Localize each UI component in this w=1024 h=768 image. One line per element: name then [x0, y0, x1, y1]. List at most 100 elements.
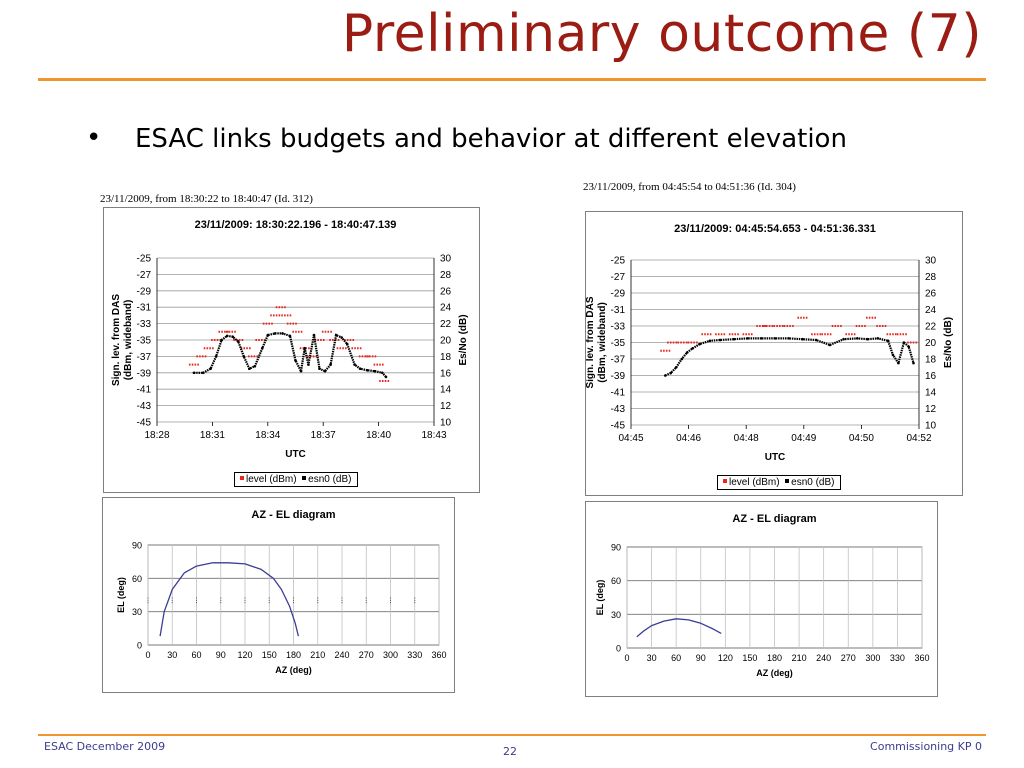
legend-esn0-swatch [302, 476, 307, 481]
esn0-point [307, 363, 310, 366]
y-tick-label: -29 [611, 289, 626, 300]
y-tick-label: -27 [611, 272, 626, 283]
chart-title: 23/11/2009: 18:30:22.196 - 18:40:47.139 [195, 219, 397, 231]
y2-tick-label: 22 [925, 322, 937, 333]
y2-tick-label: 14 [440, 385, 452, 396]
legend-esn0-label: esn0 (dB) [308, 474, 352, 485]
y-tick-label: 30 [132, 607, 142, 617]
y2-tick-label: 26 [925, 289, 937, 300]
esn0-series-line [193, 332, 387, 378]
x-tick-label: 04:52 [906, 433, 931, 444]
x-tick-label: 04:45 [618, 433, 643, 444]
esn0-point [358, 367, 362, 370]
y-tick-label: -25 [611, 256, 626, 267]
esn0-point [801, 337, 804, 341]
esn0-point [685, 351, 689, 354]
x-tick-label: 18:31 [200, 430, 225, 441]
y2-axis-label: Es/No (dB) [943, 317, 954, 368]
esn0-point [329, 363, 332, 366]
legend-esn0-swatch [785, 479, 790, 484]
x-tick-label: 240 [816, 653, 831, 663]
esn0-point [192, 371, 196, 375]
signal-chart-left: 23/11/2009: 18:30:22.196 - 18:40:47.139 -… [103, 207, 480, 493]
esn0-point [691, 346, 695, 350]
esn0-point [732, 337, 736, 341]
esn0-point [380, 371, 384, 375]
y-tick-label: -41 [137, 385, 152, 396]
x-tick-label: 360 [914, 653, 929, 663]
x-tick-label: 120 [718, 653, 733, 663]
y-tick-label: -43 [611, 404, 626, 415]
esn0-point [288, 334, 292, 338]
caption-left: 23/11/2009, from 18:30:22 to 18:40:47 (I… [100, 193, 313, 205]
y-axis-label-2: (dBm, wideband) [123, 300, 134, 381]
esn0-point [886, 339, 890, 343]
azel-chart-right-svg: AZ - EL diagram 0 30 60 90 0 30 60 90 120 150 180 21… [595, 513, 930, 678]
x-tick-label: 04:50 [849, 433, 874, 444]
x-tick-label: 180 [767, 653, 782, 663]
esn0-point [876, 337, 880, 340]
esn0-point [718, 338, 722, 342]
y-tick-label: -37 [611, 355, 626, 366]
y2-tick-label: 16 [925, 371, 937, 382]
y-tick-label: -31 [137, 303, 152, 314]
esn0-point [242, 355, 246, 358]
x-tick-label: 0 [624, 653, 629, 663]
y2-tick-label: 10 [440, 418, 452, 429]
y2-tick-label: 18 [925, 355, 937, 366]
x-tick-label: 300 [865, 653, 880, 663]
esn0-point [907, 345, 911, 348]
x-tick-label: 210 [310, 650, 325, 660]
esn0-point [855, 337, 859, 340]
footer-left: ESAC December 2009 [44, 740, 166, 753]
esn0-point [312, 333, 316, 337]
y-tick-label: 0 [137, 641, 142, 651]
y-tick-label: -27 [137, 270, 152, 281]
x-tick-label: 60 [191, 650, 201, 660]
y-tick-label: 90 [611, 543, 621, 553]
y2-tick-label: 18 [440, 352, 452, 363]
caption-right: 23/11/2009, from 04:45:54 to 04:51:36 (I… [583, 181, 796, 193]
chart-title: 23/11/2009: 04:45:54.653 - 04:51:36.331 [674, 223, 876, 235]
esn0-point [201, 371, 205, 375]
esn0-point [214, 355, 218, 358]
x-tick-label: 150 [262, 650, 277, 660]
y2-tick-label: 28 [440, 270, 452, 281]
bullet-text: ESAC links budgets and behavior at diffe… [135, 124, 847, 154]
x-tick-label: 18:40 [366, 430, 391, 441]
y-tick-label: -35 [137, 336, 152, 347]
y2-tick-label: 20 [925, 338, 937, 349]
esn0-point [912, 361, 915, 365]
y-axis-label-2: (dBm, wideband) [597, 302, 608, 383]
esn0-point [708, 339, 712, 343]
y-axis-label: Sign. lev. from DAS [586, 296, 596, 388]
legend-left: level (dBm) esn0 (dB) [234, 472, 358, 487]
esn0-point [842, 337, 845, 341]
y-tick-label: -33 [611, 322, 626, 333]
x-tick-label: 90 [696, 653, 706, 663]
slide-title: Preliminary outcome (7) [341, 4, 982, 64]
y-tick-label: -43 [137, 401, 152, 412]
footer-rule [38, 734, 986, 736]
x-tick-label: 0 [145, 650, 150, 660]
esn0-point [674, 365, 678, 369]
esn0-point [281, 332, 284, 335]
x-tick-label: 30 [647, 653, 657, 663]
azel-chart-left-svg: AZ - EL diagram 0 30 60 90 0 30 60 90 120 150 180 21… [116, 509, 447, 675]
x-axis-label: AZ (deg) [275, 665, 312, 675]
esn0-point [680, 357, 684, 361]
esn0-point [891, 353, 895, 357]
x-tick-label: 150 [742, 653, 757, 663]
azel-chart-left: AZ - EL diagram 0 30 60 90 0 30 60 90 120 150 180 21… [102, 497, 455, 693]
y2-tick-label: 24 [440, 303, 452, 314]
x-tick-label: 18:34 [255, 430, 280, 441]
x-tick-label: 300 [383, 650, 398, 660]
legend-level-label: level (dBm) [729, 477, 780, 488]
x-tick-label: 18:28 [144, 430, 169, 441]
y-tick-label: -39 [137, 368, 152, 379]
y2-tick-label: 16 [440, 368, 452, 379]
y2-tick-label: 24 [925, 305, 937, 316]
y2-tick-label: 12 [440, 401, 452, 412]
x-tick-label: 30 [167, 650, 177, 660]
esn0-point [318, 367, 321, 370]
